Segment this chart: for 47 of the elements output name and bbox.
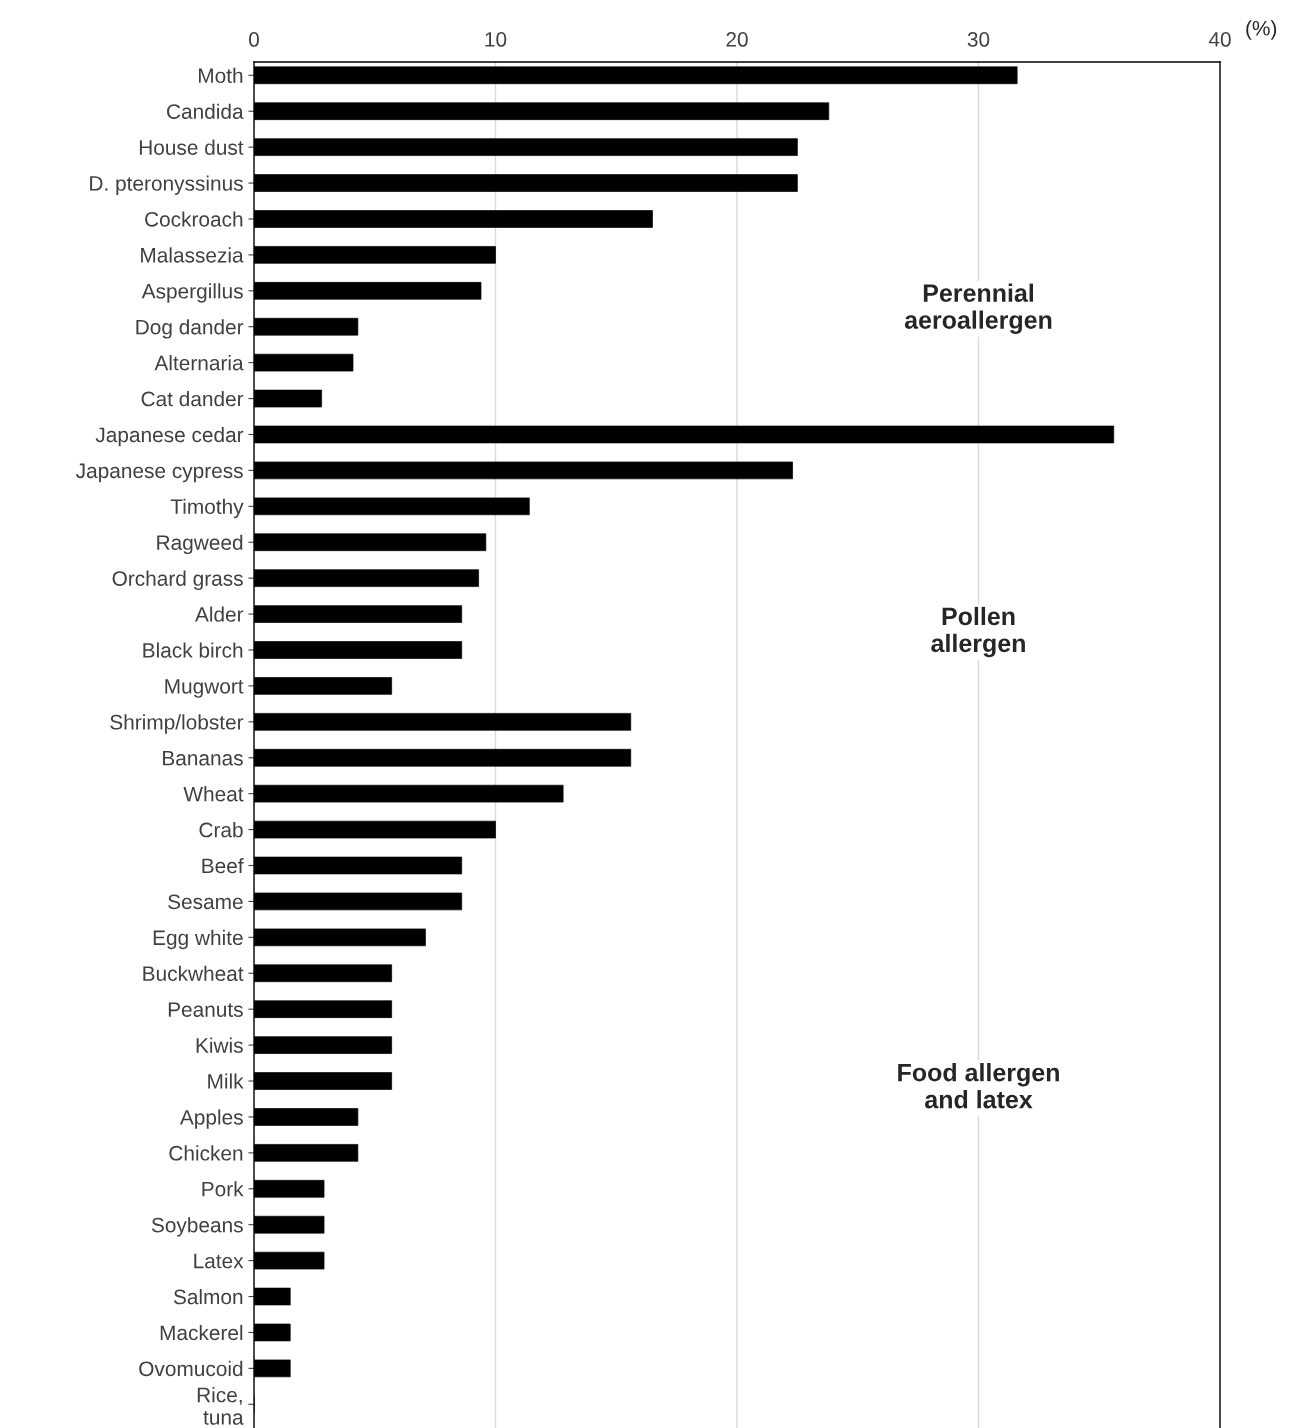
y-tick-label: Alternaria [154, 355, 244, 371]
y-tick-label: Orchard grass [112, 570, 243, 591]
y-tick-label: Rice, tuna [197, 1387, 244, 1425]
y-tick-label: Candida [167, 103, 244, 119]
annotation: Food allergen and latex [898, 1063, 1059, 1109]
y-tick-label: Crab [199, 822, 243, 838]
x-axis-title: (%) [1246, 20, 1277, 40]
x-tick-label: 10 [485, 32, 507, 47]
y-tick-label: Egg white [153, 929, 243, 950]
y-tick-label: Timothy [170, 498, 244, 519]
x-tick-label: 40 [1208, 32, 1231, 47]
y-tick-label: Ovomucoid [139, 1360, 243, 1377]
y-tick-label: Malassezia [141, 247, 244, 263]
y-tick-label: Cockroach [145, 211, 243, 227]
y-tick-label: Black birch [143, 642, 243, 658]
y-tick-label: Bananas [163, 750, 243, 766]
y-tick-label: Alder [194, 606, 244, 622]
y-tick-label: Mackerel [160, 1324, 243, 1341]
annotation: Perennial aeroallergen [904, 283, 1052, 334]
y-tick-label: Japanese cypress [76, 463, 243, 483]
y-tick-label: Milk [208, 1073, 244, 1089]
y-tick-label: Aspergillus [141, 283, 243, 303]
y-tick-label: Soybeans [151, 1217, 243, 1237]
y-tick-label: Peanuts [168, 1002, 243, 1017]
y-tick-label: Cat dander [141, 391, 244, 407]
y-tick-label: Japanese cedar [95, 426, 244, 447]
y-tick-label: Apples [179, 1109, 243, 1129]
y-tick-label: D. pteronyssinus [90, 175, 243, 195]
y-tick-label: Shrimp/lobster [110, 714, 244, 734]
annotation: Pollen allergen [931, 606, 1025, 658]
y-tick-label: Dog dander [136, 319, 244, 339]
x-tick-label: 0 [249, 32, 259, 47]
y-tick-label: Pork [202, 1181, 244, 1197]
y-tick-label: Chicken [169, 1145, 243, 1161]
y-tick-label: Kiwis [196, 1037, 243, 1053]
y-tick-label: Salmon [173, 1288, 243, 1305]
x-tick-label: 30 [967, 32, 990, 47]
y-tick-label: Ragweed [157, 534, 243, 555]
x-tick-label: 20 [726, 32, 748, 47]
y-tick-label: Moth [198, 67, 243, 84]
y-tick-label: House dust [139, 139, 244, 155]
y-tick-label: Mugwort [165, 679, 244, 698]
y-tick-label: Wheat [183, 786, 244, 802]
y-tick-label: Buckwheat [143, 965, 244, 982]
y-tick-label: Latex [194, 1253, 244, 1269]
y-tick-label: Beef [202, 857, 244, 874]
y-tick-label: Sesame [168, 894, 243, 910]
